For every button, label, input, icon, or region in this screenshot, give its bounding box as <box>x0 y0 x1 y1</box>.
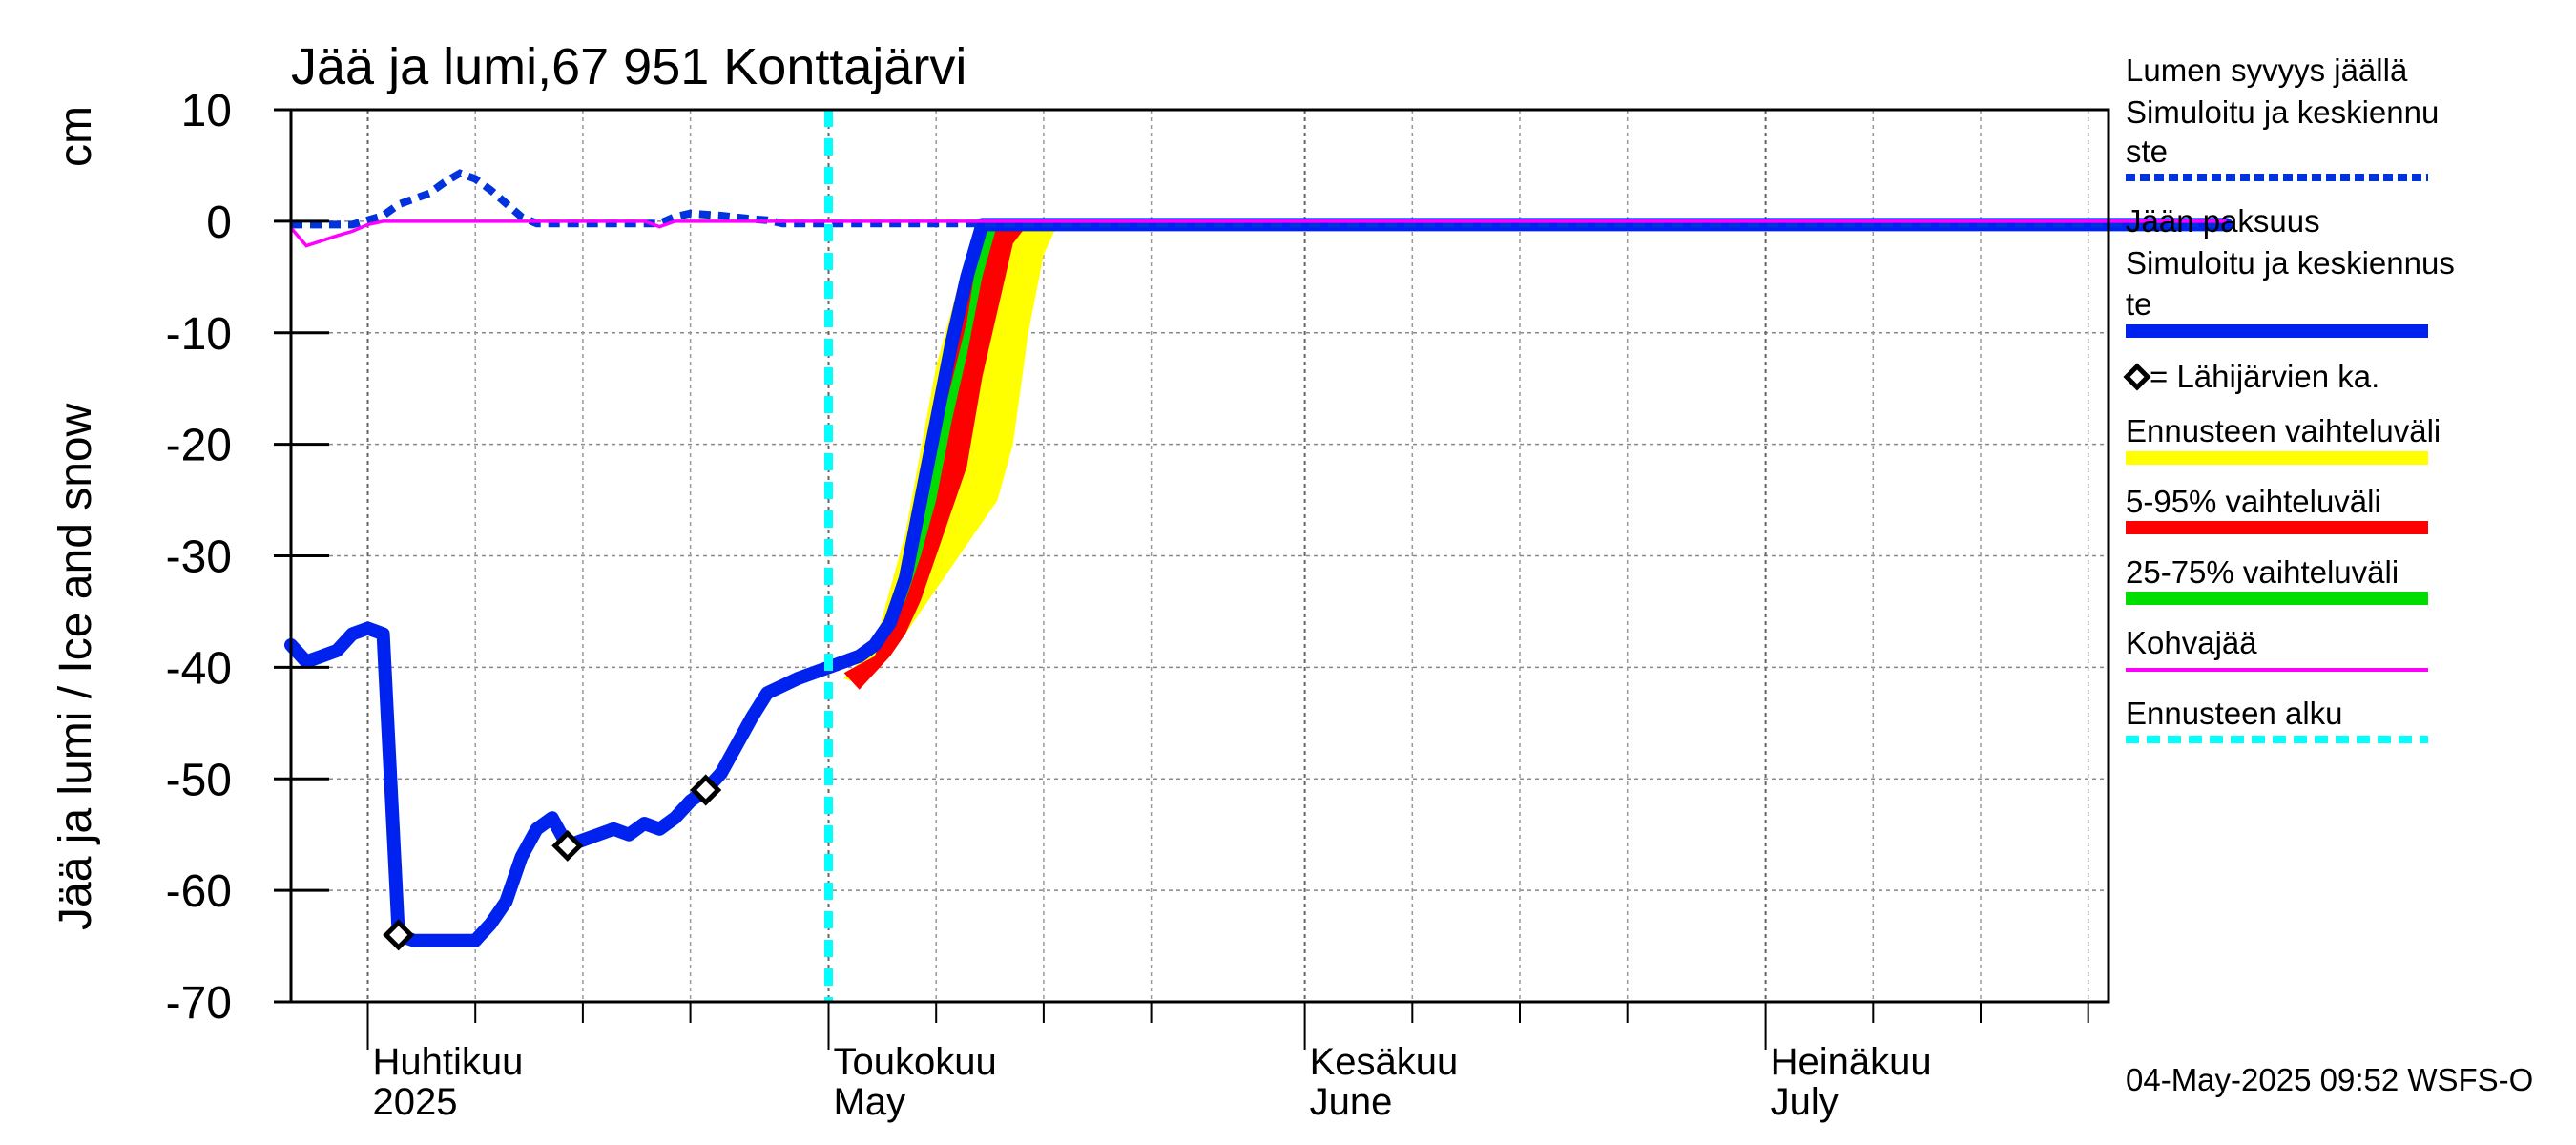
series-lines <box>284 110 2233 1002</box>
legend-label-snow-2: Simuloitu ja keskiennu <box>2126 94 2439 130</box>
y-axis-label: Jää ja lumi / Ice and snow <box>51 403 101 930</box>
y-tick-label: -40 <box>166 643 232 694</box>
lake-average-marker <box>383 919 415 951</box>
y-tick-label: -50 <box>166 755 232 805</box>
month-label-en: May <box>834 1081 906 1123</box>
y-tick-label: 10 <box>181 86 232 136</box>
y-tick-label: -10 <box>166 309 232 360</box>
legend-label-snow-3: ste <box>2126 134 2168 169</box>
legend: Lumen syvyys jäällä Simuloitu ja keskien… <box>2123 52 2455 743</box>
grid <box>291 109 2109 1050</box>
legend-swatch-25-75 <box>2126 592 2428 605</box>
legend-label-markers: = Lähijärvien ka. <box>2150 359 2379 394</box>
month-label-fi: Kesäkuu <box>1310 1041 1459 1083</box>
y-axis-unit: cm <box>51 106 101 167</box>
y-axis-ticks: 10 0 -10 -20 -30 -40 -50 -60 -70 <box>166 86 329 1029</box>
y-tick-label: -60 <box>166 866 232 917</box>
y-tick-label: 0 <box>206 198 232 248</box>
legend-label-forecast-start: Ennusteen alku <box>2126 696 2343 731</box>
band-25-75-vaihteluv-li <box>889 223 998 635</box>
legend-marker-icon <box>2123 363 2151 391</box>
chart-title: Jää ja lumi,67 951 Konttajärvi <box>291 38 966 95</box>
lake-average-markers <box>383 774 722 951</box>
legend-label-snow: Lumen syvyys jäällä <box>2126 52 2408 88</box>
snow-depth-line <box>291 169 2227 229</box>
legend-swatch-5-95 <box>2126 521 2428 534</box>
y-tick-label: -70 <box>166 978 232 1029</box>
slush-ice-line <box>289 219 2227 248</box>
legend-swatch-forecast-range <box>2126 451 2428 465</box>
legend-label-slush: Kohvajää <box>2126 625 2257 660</box>
month-label-fi: Heinäkuu <box>1771 1041 1932 1083</box>
ice-thickness-line <box>284 218 2233 947</box>
y-tick-label: -30 <box>166 532 232 583</box>
legend-label-ice: Jään paksuus <box>2126 203 2320 239</box>
legend-label-ice-3: te <box>2126 286 2152 322</box>
month-label-fi: Toukokuu <box>834 1041 997 1083</box>
legend-label-ice-2: Simuloitu ja keskiennus <box>2126 245 2455 281</box>
month-label-fi: Huhtikuu <box>373 1041 524 1083</box>
legend-label-5-95: 5-95% vaihteluväli <box>2126 484 2381 519</box>
month-label-en: June <box>1310 1081 1393 1123</box>
month-label-en: 2025 <box>373 1081 458 1123</box>
month-label-en: July <box>1771 1081 1839 1123</box>
lake-average-marker <box>551 829 584 862</box>
legend-label-25-75: 25-75% vaihteluväli <box>2126 554 2399 590</box>
legend-label-forecast-range: Ennusteen vaihteluväli <box>2126 413 2441 448</box>
footer-timestamp: 04-May-2025 09:52 WSFS-O <box>2126 1062 2533 1097</box>
forecast-bands <box>843 220 1059 690</box>
lake-average-marker <box>690 774 722 806</box>
y-tick-label: -20 <box>166 421 232 471</box>
